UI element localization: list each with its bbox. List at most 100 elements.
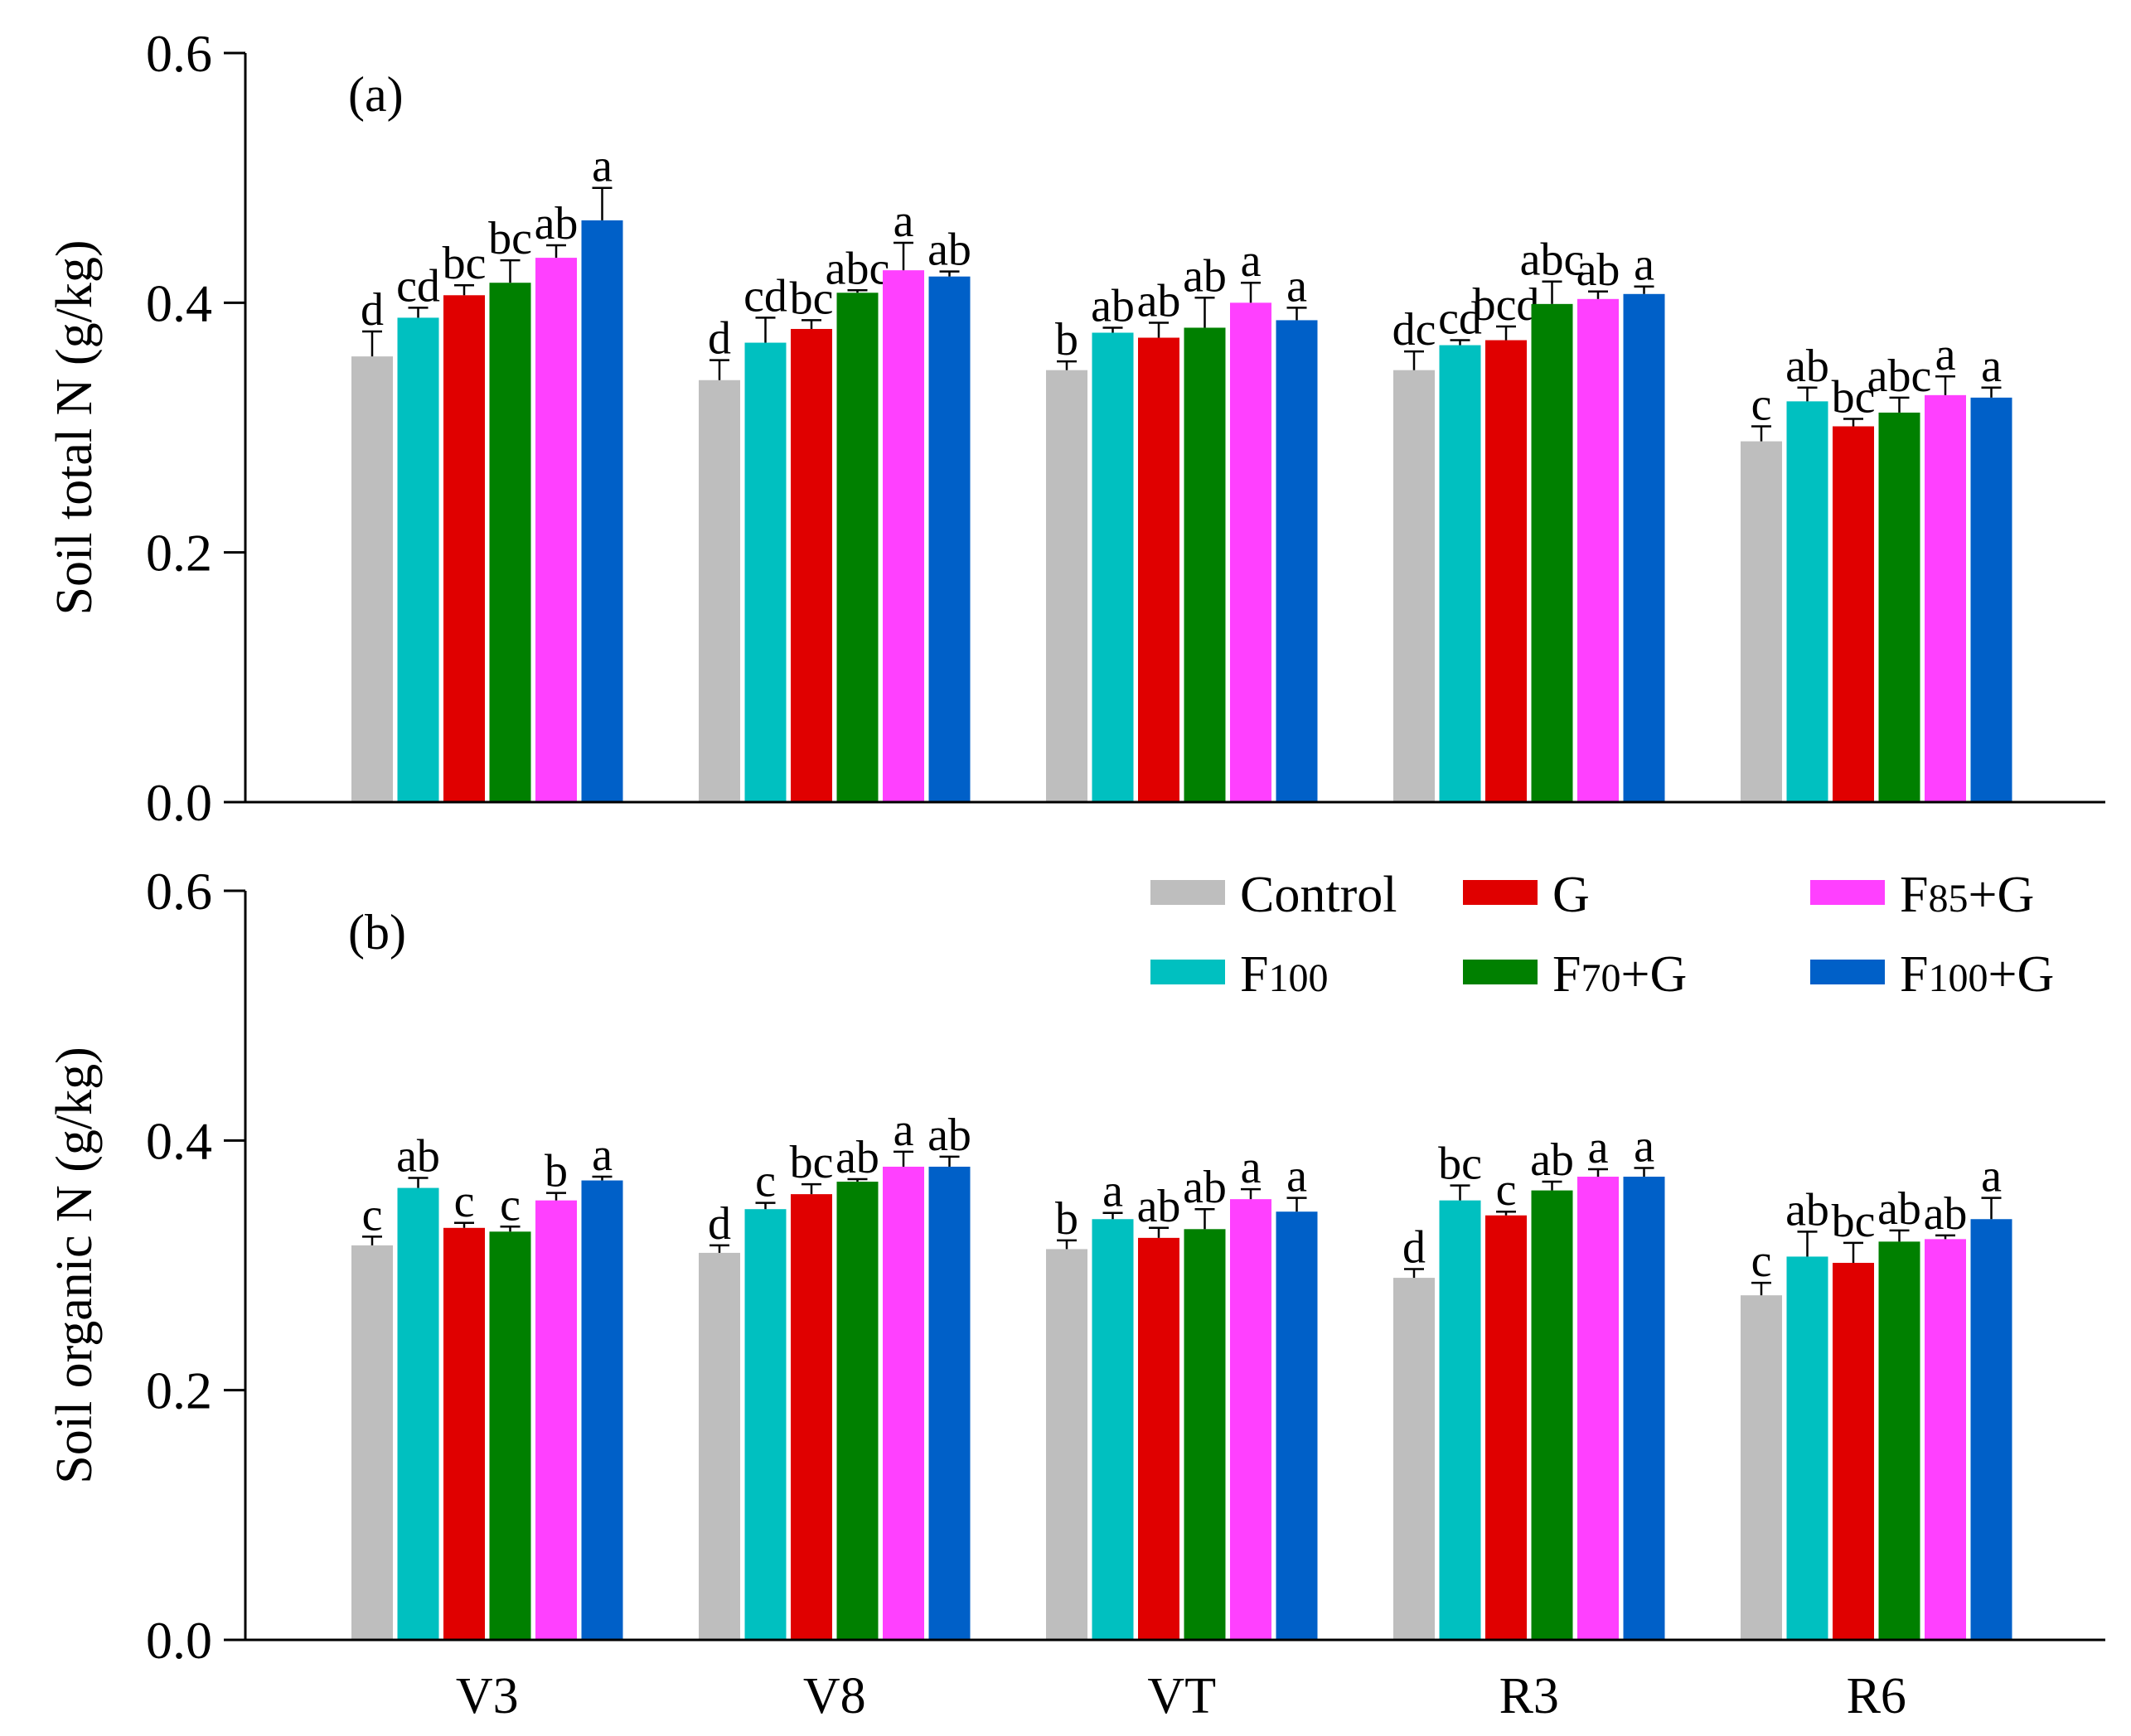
legend-label: F85+G	[1900, 867, 2034, 923]
bar-Control-VT	[1046, 370, 1087, 802]
bar-F100-V8	[744, 1209, 787, 1640]
sig-letter-G-V3: c	[454, 1176, 475, 1227]
sig-letter-Control-R6: c	[1751, 1236, 1772, 1287]
bar-F70+G-R3	[1531, 1190, 1573, 1640]
x-tick-label-VT: VT	[1147, 1668, 1216, 1724]
sig-letter-G-R3: bcd	[1473, 279, 1540, 331]
sig-letter-G-R3: c	[1496, 1164, 1517, 1216]
bar-G-R3	[1485, 340, 1527, 802]
bar-G-V8	[791, 328, 832, 802]
bar-F100-R3	[1439, 345, 1481, 802]
sig-letter-F85+G-V3: ab	[535, 198, 579, 249]
bar-F70+G-V3	[489, 283, 531, 802]
sig-letter-G-V8: bc	[790, 273, 834, 324]
sig-letter-F100+G-R6: a	[1981, 1151, 2002, 1202]
sig-letter-F70+G-V8: ab	[835, 1132, 879, 1183]
sig-letter-F85+G-R3: ab	[1576, 244, 1620, 296]
legend-swatch	[1150, 880, 1225, 905]
bar-F100+G-R3	[1623, 293, 1665, 803]
bar-F85+G-R3	[1577, 1177, 1619, 1640]
bar-F100+G-VT	[1276, 320, 1318, 803]
bar-G-VT	[1138, 1237, 1179, 1640]
legend-swatch	[1810, 960, 1885, 984]
sig-letter-G-R6: bc	[1832, 371, 1876, 423]
y-tick-label: 0.0	[146, 1611, 212, 1670]
bar-G-VT	[1138, 337, 1179, 802]
sig-letter-F100+G-R6: a	[1981, 341, 2002, 392]
sig-letter-F100+G-V8: ab	[927, 1110, 971, 1161]
sig-letter-F70+G-R3: ab	[1530, 1134, 1574, 1186]
y-tick-label: 0.6	[146, 862, 212, 921]
sig-letter-F85+G-V3: b	[545, 1146, 568, 1197]
bar-F70+G-V8	[836, 1182, 879, 1640]
sig-letter-F100-R3: cd	[1438, 293, 1482, 345]
sig-letter-F70+G-V3: bc	[488, 213, 532, 264]
sig-letter-F85+G-V8: a	[894, 196, 914, 247]
y-tick-label: 0.4	[146, 273, 212, 332]
sig-letter-F85+G-V8: a	[894, 1105, 914, 1156]
bar-G-R3	[1485, 1215, 1527, 1640]
legend-entry-Control: Control	[1150, 867, 1397, 923]
sig-letter-F100+G-V8: ab	[927, 225, 971, 276]
x-tick-label-V3: V3	[456, 1668, 519, 1724]
bar-F100-VT	[1092, 1219, 1134, 1640]
bar-F100-R3	[1439, 1200, 1481, 1640]
bar-F70+G-R6	[1878, 412, 1920, 802]
sig-letter-Control-V8: d	[708, 1198, 731, 1250]
bar-F85+G-V3	[535, 1200, 577, 1640]
bar-F85+G-VT	[1230, 302, 1271, 802]
bar-F100-V8	[744, 342, 787, 803]
sig-letter-Control-R3: d	[1402, 1222, 1426, 1274]
legend-swatch	[1150, 960, 1225, 984]
sig-letter-G-V3: bc	[443, 238, 487, 289]
sig-letter-F70+G-R6: abc	[1867, 351, 1932, 402]
sig-letter-F100-R6: ab	[1785, 341, 1829, 392]
bar-F85+G-VT	[1230, 1199, 1271, 1640]
sig-letter-F100-V8: c	[755, 1156, 776, 1207]
sig-letter-G-R6: bc	[1832, 1196, 1876, 1247]
sig-letter-F70+G-VT: ab	[1183, 1162, 1227, 1213]
bar-Control-R6	[1741, 1295, 1782, 1640]
sig-letter-F100-V8: cd	[743, 270, 787, 322]
sig-letter-F85+G-R6: a	[1935, 329, 1956, 380]
legend-entry-F70+G: F70+G	[1463, 946, 1687, 1003]
bar-F100-V3	[397, 1187, 439, 1640]
bar-F100+G-R6	[1970, 1219, 2012, 1640]
sig-letter-Control-V3: d	[361, 284, 384, 336]
sig-letter-Control-V3: c	[362, 1189, 383, 1240]
bar-F85+G-R3	[1577, 298, 1619, 802]
legend-entry-F85+G: F85+G	[1810, 867, 2034, 923]
bar-F100-V3	[397, 317, 439, 802]
legend-swatch	[1463, 880, 1538, 905]
bar-G-V3	[443, 1227, 485, 1640]
legend-label: F100+G	[1900, 946, 2054, 1003]
y-tick-label: 0.4	[146, 1111, 212, 1170]
legend-swatch	[1463, 960, 1538, 984]
y-axis-title: Soil organic N (g/kg)	[46, 1047, 103, 1484]
bar-F100+G-V8	[928, 276, 971, 802]
legend: Control F100 G F70+G F85+G F100+G	[1150, 867, 2054, 1003]
y-tick-label: 0.6	[146, 24, 212, 83]
bar-Control-V3	[351, 1245, 393, 1640]
bar-F85+G-V8	[883, 1166, 924, 1640]
sig-letter-Control-R3: dc	[1392, 304, 1436, 355]
sig-letter-F100-R6: ab	[1785, 1184, 1829, 1236]
bar-F70+G-V3	[489, 1231, 531, 1640]
bar-F100+G-VT	[1276, 1211, 1318, 1640]
sig-letter-F100+G-VT: a	[1286, 260, 1307, 312]
bar-F70+G-R3	[1531, 303, 1573, 803]
legend-entry-F100+G: F100+G	[1810, 946, 2054, 1003]
panel-label: (b)	[348, 905, 406, 960]
sig-letter-F100+G-V3: a	[592, 1129, 613, 1181]
bar-F70+G-V8	[836, 293, 879, 802]
sig-letter-F85+G-VT: a	[1241, 235, 1262, 287]
bar-G-R6	[1833, 1262, 1874, 1640]
sig-letter-Control-VT: b	[1055, 314, 1078, 365]
legend-swatch	[1810, 880, 1885, 905]
sig-letter-F100+G-V3: a	[592, 141, 613, 192]
legend-label: G	[1552, 867, 1590, 923]
bar-F85+G-R6	[1925, 394, 1966, 802]
bar-F70+G-VT	[1184, 327, 1226, 802]
bar-F100-R6	[1786, 1256, 1828, 1640]
